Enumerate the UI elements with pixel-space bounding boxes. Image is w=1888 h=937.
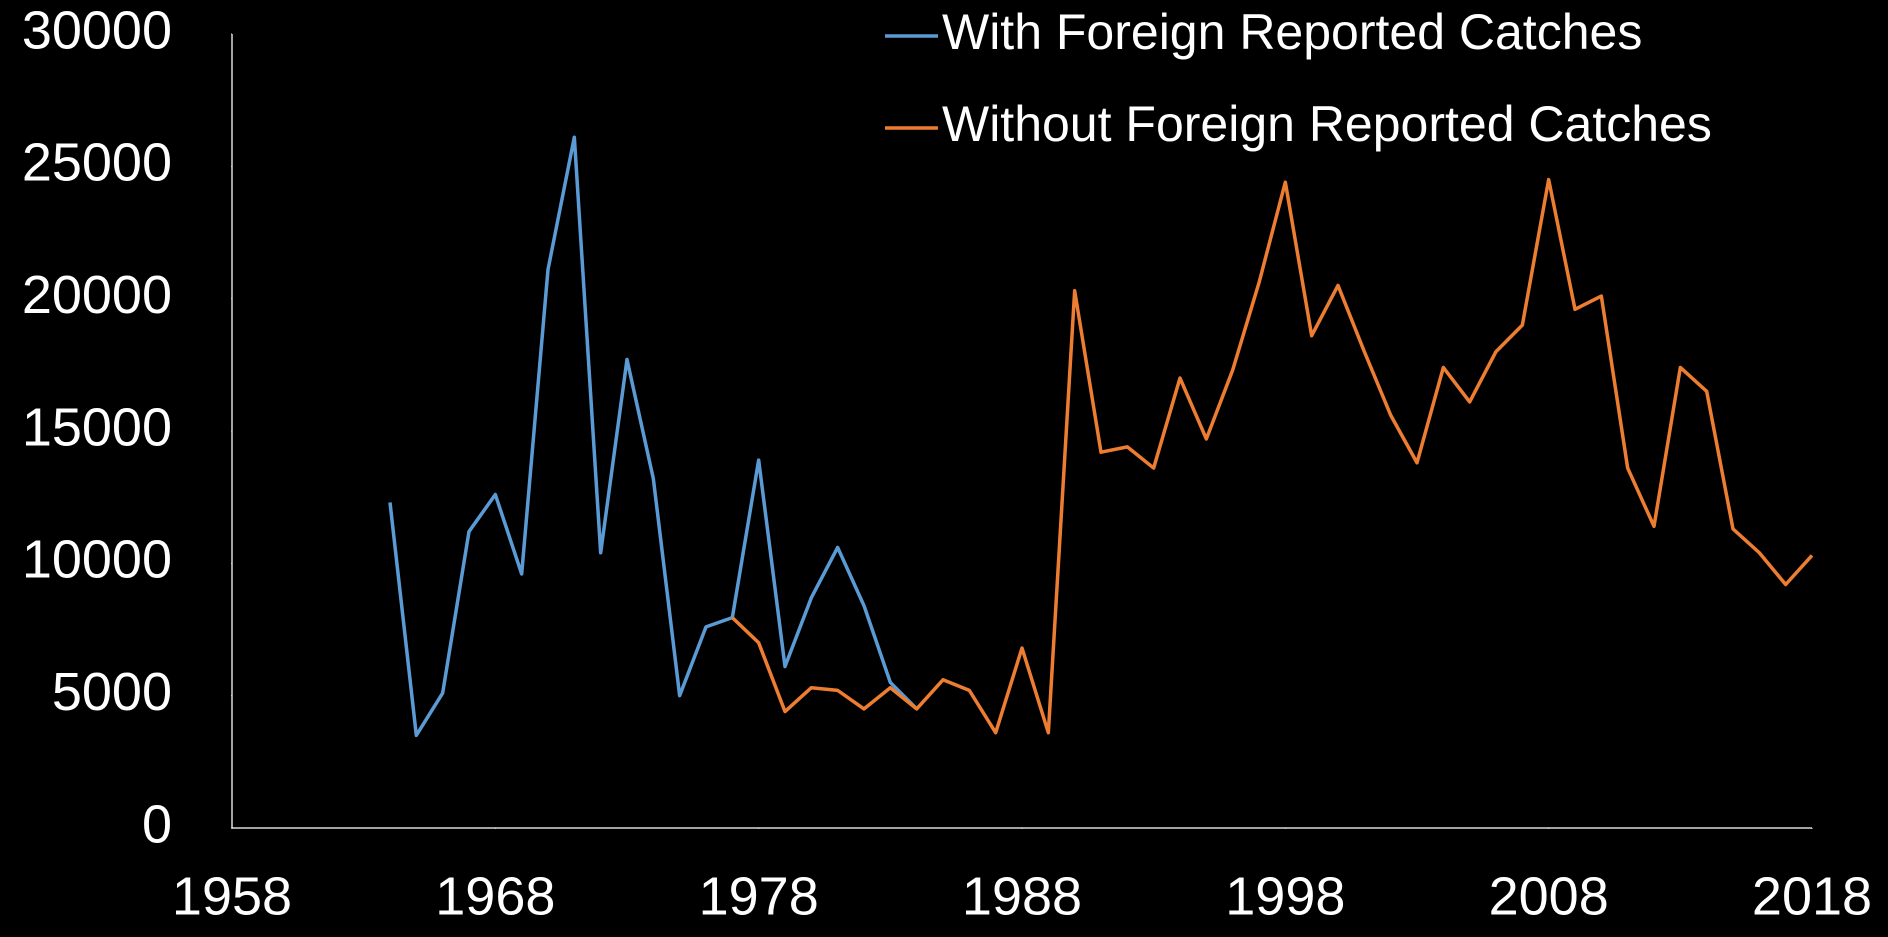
x-tick-label: 2018 bbox=[1752, 866, 1872, 926]
series-line bbox=[388, 135, 918, 738]
y-tick-label: 25000 bbox=[22, 133, 172, 193]
x-tick-label: 1978 bbox=[699, 866, 819, 926]
x-tick-label: 1958 bbox=[172, 866, 292, 926]
legend-label: With Foreign Reported Catches bbox=[942, 4, 1642, 60]
legend-label: Without Foreign Reported Catches bbox=[942, 96, 1712, 152]
series-line bbox=[731, 177, 1814, 735]
x-tick-label: 2008 bbox=[1489, 866, 1609, 926]
y-tick-label: 15000 bbox=[22, 397, 172, 457]
x-tick-label: 1968 bbox=[435, 866, 555, 926]
y-tick-label: 30000 bbox=[22, 0, 172, 60]
x-tick-label: 1998 bbox=[1225, 866, 1345, 926]
y-tick-label: 5000 bbox=[52, 662, 172, 722]
y-tick-label: 0 bbox=[142, 794, 172, 854]
y-tick-label: 20000 bbox=[22, 265, 172, 325]
y-tick-label: 10000 bbox=[22, 530, 172, 590]
x-tick-label: 1988 bbox=[962, 866, 1082, 926]
